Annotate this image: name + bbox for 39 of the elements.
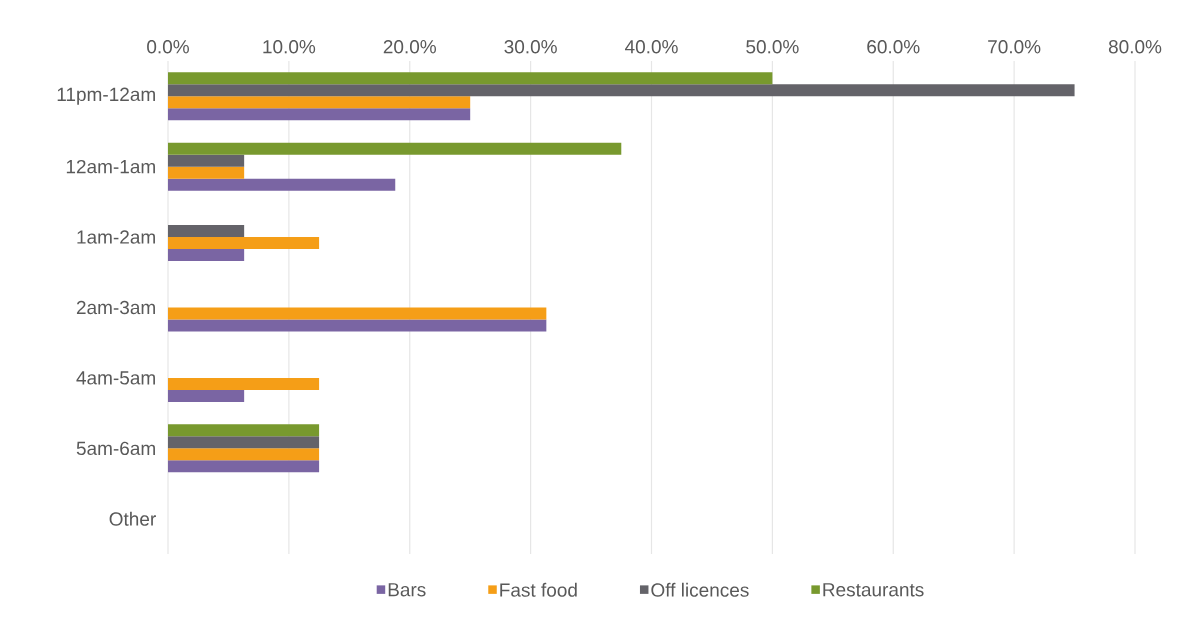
bar [168,108,471,121]
x-tick-label: 10.0% [263,40,316,54]
legend-label: Fast food [500,582,577,597]
bar [168,460,320,473]
y-tick-label: Other [109,511,156,526]
bar [168,307,547,320]
x-tick-label: 30.0% [504,40,557,54]
legend-label: Off licences [651,582,749,597]
bar [168,389,245,402]
bar [168,448,320,461]
x-tick-label: 60.0% [867,40,920,54]
bar [168,96,471,109]
bar [168,72,773,85]
y-tick-label: 1am-2am [77,230,155,244]
x-tick-label: 40.0% [625,40,678,54]
bar [168,237,320,250]
x-tick-label: 70.0% [988,40,1041,54]
bar [168,424,320,437]
y-tick-label: 5am-6am [76,441,155,456]
bar [168,225,245,238]
bar [168,436,320,449]
bar [168,142,622,155]
bar [168,154,245,167]
y-tick-label: 12am-1am [66,159,155,174]
x-tick-label: 80.0% [1108,40,1162,54]
y-tick-label: 11pm-12am [57,87,155,105]
x-tick-label: 50.0% [746,40,799,54]
bar [168,178,396,191]
legend-label: Bars [388,583,426,597]
bar [168,166,245,179]
y-tick-label: 4am-5am [76,371,155,385]
bar [168,249,245,262]
x-tick-label: 0.0% [147,40,189,54]
bar [168,319,547,332]
y-tick-label: 2am-3am [76,300,155,315]
x-tick-label: 20.0% [383,40,437,54]
bar [168,377,320,390]
legend-label: Restaurants [823,583,924,597]
bar [168,84,1075,97]
